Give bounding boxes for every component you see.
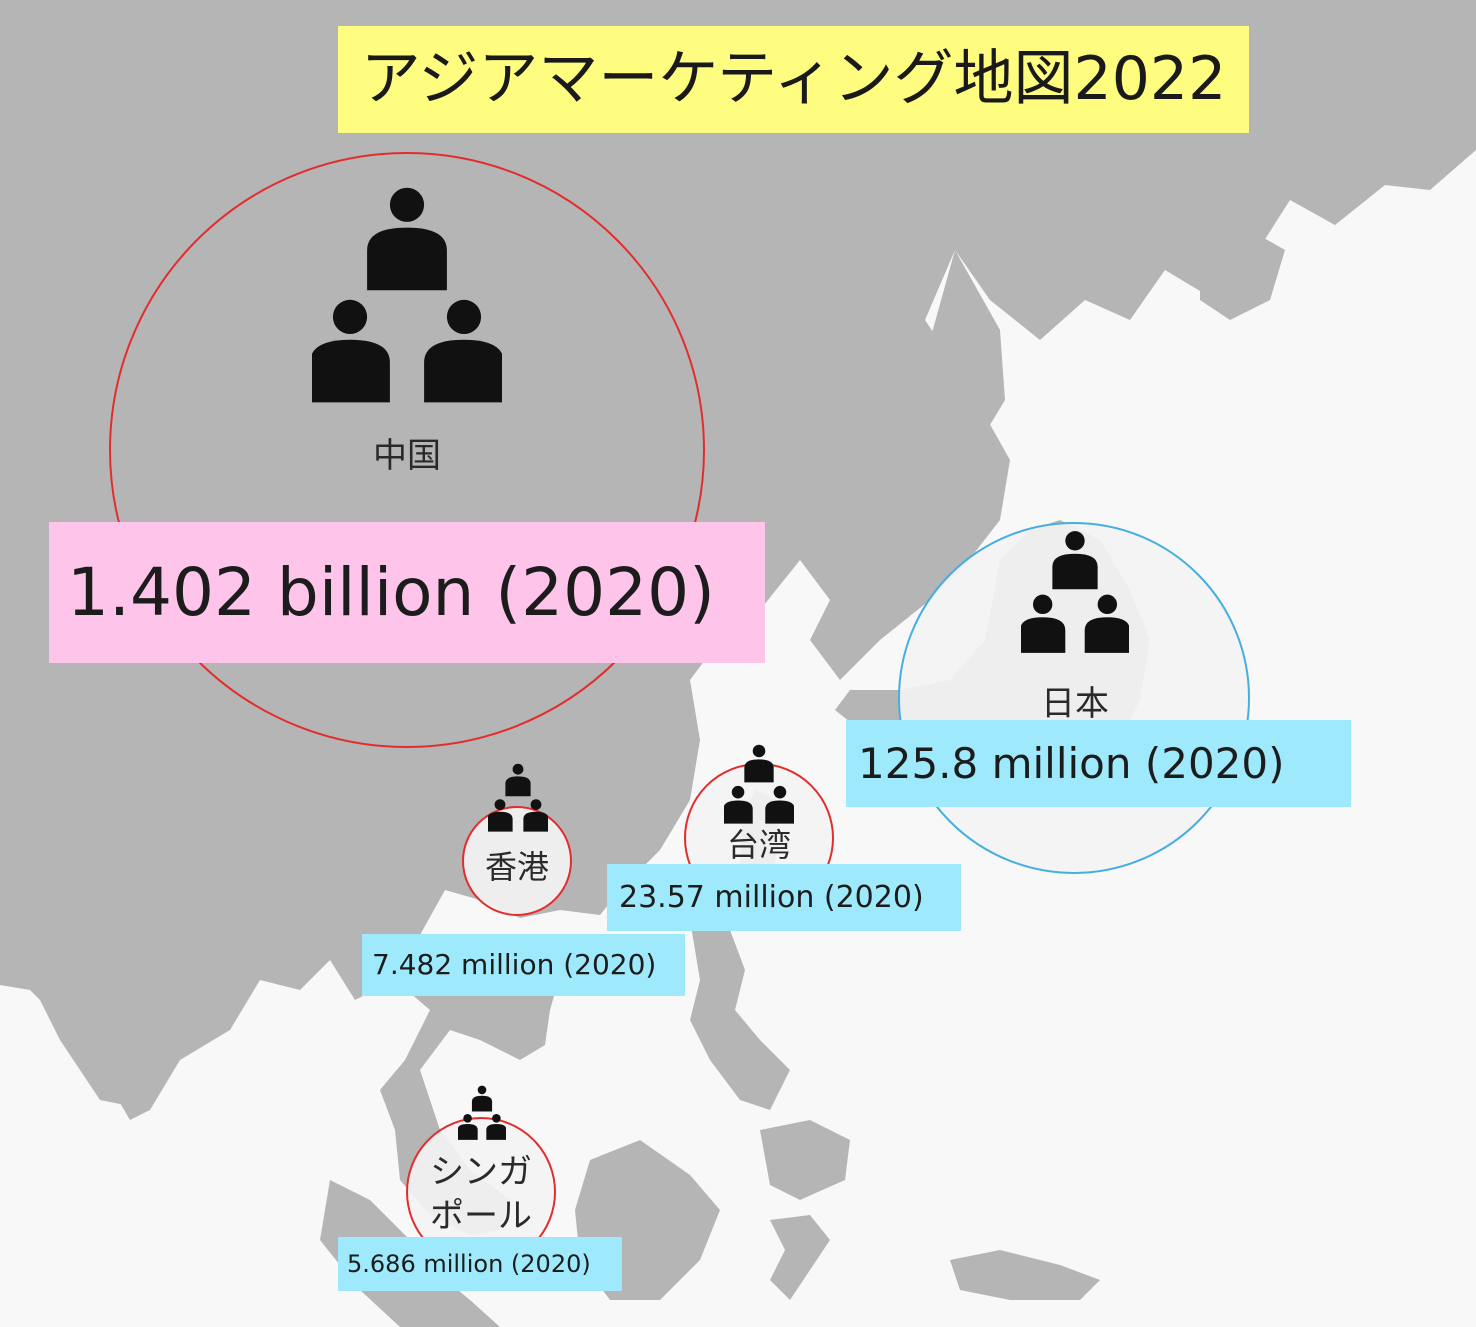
landmass-india [0,880,150,1120]
landmass-mindanao [760,1120,850,1200]
landmass-java [950,1250,1100,1300]
landmass-philippines [690,920,790,1110]
singapore-population-box: 5.686 million (2020) [338,1237,622,1291]
hongkong-label: 香港 [484,848,549,886]
singapore-label-line-1: シンガ [430,1152,532,1192]
three-people-icon [312,187,502,403]
china-population-box: 1.402 billion (2020) [49,522,765,663]
three-people-icon [458,1085,506,1140]
three-people-icon [724,744,794,824]
taiwan-population-box: 23.57 million (2020) [607,864,961,931]
landmass-southeast-asia [330,950,560,1235]
china-label: 中国 [373,436,441,476]
map-title: アジアマーケティング地図2022 [338,26,1249,133]
landmass-sulawesi [770,1215,830,1300]
singapore-label-line-2: ポール [430,1196,532,1236]
hongkong-circle [462,806,572,916]
landmass-taiwan-strait-coast [1280,0,1476,30]
china-circle [109,152,705,748]
landmass-hokkaido [1200,230,1285,320]
japan-population-box: 125.8 million (2020) [846,720,1351,807]
landmass-korea [900,250,1005,470]
three-people-icon [1021,531,1129,653]
hongkong-population-box: 7.482 million (2020) [362,934,685,996]
taiwan-label: 台湾 [726,826,791,864]
japan-label: 日本 [1041,684,1109,724]
three-people-icon [488,763,548,832]
